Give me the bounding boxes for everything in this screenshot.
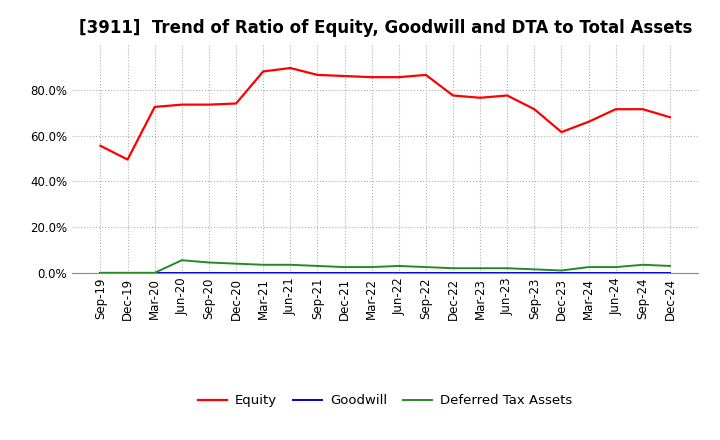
Equity (313, 72, 322, 77)
Legend: Equity, Goodwill, Deferred Tax Assets: Equity, Goodwill, Deferred Tax Assets (193, 389, 577, 413)
Equity (204, 102, 213, 107)
Goodwill (150, 270, 159, 275)
Line: Deferred Tax Assets: Deferred Tax Assets (101, 260, 670, 273)
Deferred Tax Assets (123, 270, 132, 275)
Equity (557, 129, 566, 135)
Equity (259, 69, 268, 74)
Goodwill (232, 270, 240, 275)
Goodwill (178, 270, 186, 275)
Deferred Tax Assets (449, 266, 457, 271)
Deferred Tax Assets (232, 261, 240, 266)
Equity (639, 106, 647, 112)
Deferred Tax Assets (530, 267, 539, 272)
Goodwill (476, 270, 485, 275)
Equity (530, 106, 539, 112)
Deferred Tax Assets (476, 266, 485, 271)
Equity (286, 66, 294, 71)
Goodwill (123, 270, 132, 275)
Title: [3911]  Trend of Ratio of Equity, Goodwill and DTA to Total Assets: [3911] Trend of Ratio of Equity, Goodwil… (78, 19, 692, 37)
Deferred Tax Assets (611, 264, 620, 270)
Equity (665, 114, 674, 120)
Equity (611, 106, 620, 112)
Equity (421, 72, 430, 77)
Deferred Tax Assets (557, 268, 566, 273)
Deferred Tax Assets (503, 266, 511, 271)
Deferred Tax Assets (286, 262, 294, 268)
Deferred Tax Assets (639, 262, 647, 268)
Goodwill (286, 270, 294, 275)
Equity (232, 101, 240, 106)
Goodwill (639, 270, 647, 275)
Equity (584, 119, 593, 125)
Deferred Tax Assets (259, 262, 268, 268)
Goodwill (96, 270, 105, 275)
Equity (395, 74, 403, 80)
Deferred Tax Assets (150, 270, 159, 275)
Equity (503, 93, 511, 98)
Deferred Tax Assets (395, 263, 403, 268)
Goodwill (503, 270, 511, 275)
Goodwill (611, 270, 620, 275)
Equity (123, 157, 132, 162)
Deferred Tax Assets (584, 264, 593, 270)
Goodwill (395, 270, 403, 275)
Goodwill (313, 270, 322, 275)
Equity (449, 93, 457, 98)
Deferred Tax Assets (204, 260, 213, 265)
Deferred Tax Assets (367, 264, 376, 270)
Goodwill (259, 270, 268, 275)
Goodwill (367, 270, 376, 275)
Equity (367, 74, 376, 80)
Goodwill (665, 270, 674, 275)
Goodwill (449, 270, 457, 275)
Equity (96, 143, 105, 148)
Deferred Tax Assets (665, 263, 674, 268)
Equity (150, 104, 159, 110)
Deferred Tax Assets (421, 264, 430, 270)
Deferred Tax Assets (96, 270, 105, 275)
Goodwill (584, 270, 593, 275)
Goodwill (421, 270, 430, 275)
Line: Equity: Equity (101, 68, 670, 160)
Deferred Tax Assets (313, 263, 322, 268)
Deferred Tax Assets (341, 264, 349, 270)
Deferred Tax Assets (178, 257, 186, 263)
Equity (476, 95, 485, 100)
Goodwill (530, 270, 539, 275)
Equity (341, 73, 349, 79)
Equity (178, 102, 186, 107)
Goodwill (341, 270, 349, 275)
Goodwill (204, 270, 213, 275)
Goodwill (557, 270, 566, 275)
